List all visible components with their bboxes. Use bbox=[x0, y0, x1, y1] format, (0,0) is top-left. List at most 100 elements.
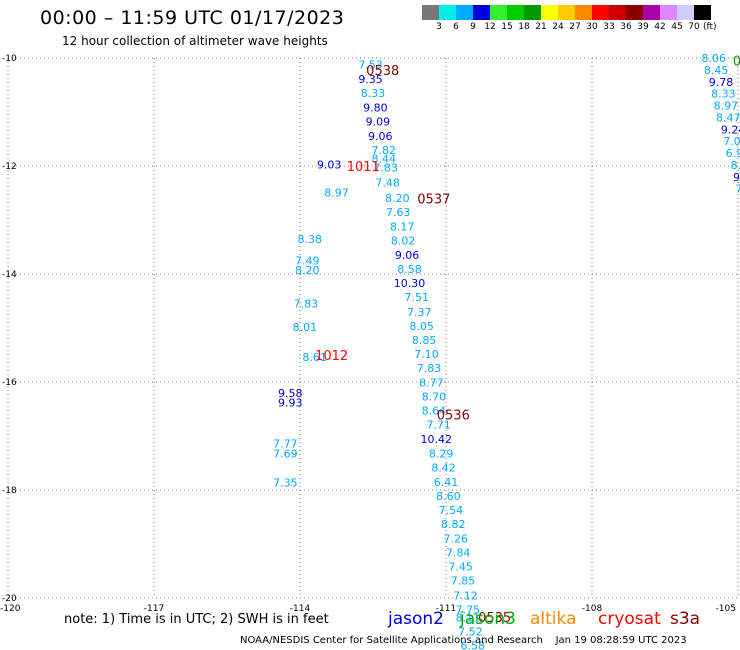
color-swatch bbox=[626, 5, 643, 20]
wave-height-label: 10.30 bbox=[394, 277, 426, 290]
color-tick-label: 24 bbox=[552, 22, 564, 32]
wave-height-label: 7.85 bbox=[451, 575, 476, 588]
wave-height-label: 8.47 bbox=[716, 111, 740, 124]
color-tick-label: 21 bbox=[535, 22, 547, 32]
pass-time-label: 1012 bbox=[315, 349, 348, 364]
lat-tick-label: -16 bbox=[2, 378, 17, 388]
wave-height-label: 7.82 bbox=[371, 144, 396, 157]
wave-height-label: 7.37 bbox=[407, 306, 432, 319]
wave-height-label: 8.85 bbox=[412, 334, 437, 347]
wave-height-label: 8.05 bbox=[409, 320, 434, 333]
wave-height-label: 9.80 bbox=[363, 102, 388, 115]
color-tick-label: 36 bbox=[620, 22, 632, 32]
pass-time-label: 0538 bbox=[366, 64, 399, 79]
wave-height-label: 7.84 bbox=[446, 547, 471, 560]
wave-height-label: 7.01 bbox=[723, 135, 740, 148]
wave-height-label: 8.06 bbox=[701, 52, 726, 65]
color-tick-label: 33 bbox=[603, 22, 615, 32]
pass-time-label: 1011 bbox=[347, 160, 380, 175]
lon-tick-label: -105 bbox=[716, 604, 736, 614]
lat-tick-label: -14 bbox=[2, 270, 17, 280]
wave-height-label: 10.42 bbox=[421, 433, 453, 446]
units-note: note: 1) Time is in UTC; 2) SWH is in fe… bbox=[64, 612, 329, 627]
pass-time-label: 011 bbox=[733, 55, 740, 70]
wave-height-label: 8.45 bbox=[704, 64, 729, 77]
wave-height-label: 7.51 bbox=[405, 291, 430, 304]
wave-height-label: 8.01 bbox=[293, 321, 318, 334]
color-swatch bbox=[660, 5, 677, 20]
wave-height-label: 6.41 bbox=[434, 476, 459, 489]
legend-s3a: s3a bbox=[670, 609, 701, 629]
color-swatch bbox=[473, 5, 490, 20]
wave-height-label: 7.26 bbox=[735, 183, 740, 196]
color-swatch bbox=[592, 5, 609, 20]
wave-height-label: 8.20 bbox=[385, 192, 410, 205]
lon-tick-label: -111 bbox=[436, 604, 456, 614]
lon-tick-label: -114 bbox=[290, 604, 311, 614]
color-tick-label: 27 bbox=[569, 22, 581, 32]
lon-tick-label: -120 bbox=[0, 604, 21, 614]
color-tick-label: 15 bbox=[501, 22, 513, 32]
wave-height-label: 9.06 bbox=[395, 249, 420, 262]
wave-height-label: 8.17 bbox=[390, 220, 415, 233]
wave-height-label: 7.63 bbox=[386, 206, 411, 219]
wave-height-label: 7.83 bbox=[417, 362, 442, 375]
wave-height-label: 9.24 bbox=[721, 123, 740, 136]
wave-height-label: 6.58 bbox=[461, 640, 486, 650]
lat-tick-label: -12 bbox=[2, 162, 17, 172]
color-tick-label: 6 bbox=[453, 22, 459, 32]
wave-height-label: 7.26 bbox=[443, 533, 468, 546]
wave-height-label: 8.82 bbox=[441, 518, 466, 531]
wave-height-label: 7.53 bbox=[358, 58, 383, 71]
wave-height-label: 8.58 bbox=[397, 263, 422, 276]
wave-height-label: 7.77 bbox=[273, 438, 298, 451]
wave-height-label: 8.97 bbox=[324, 186, 349, 199]
map-subtitle: 12 hour collection of altimeter wave hei… bbox=[62, 34, 328, 48]
wave-height-label: 9.96 bbox=[733, 171, 740, 184]
color-tick-label: 9 bbox=[470, 22, 476, 32]
wave-height-label: 7.52 bbox=[458, 625, 483, 638]
lon-tick-label: -108 bbox=[582, 604, 603, 614]
wave-height-label: 8.38 bbox=[297, 233, 322, 246]
wave-height-label: 8.70 bbox=[422, 391, 447, 404]
color-swatch bbox=[677, 5, 694, 20]
pass-time-label: 0537 bbox=[417, 192, 450, 207]
wave-height-label: 7.35 bbox=[273, 476, 298, 489]
color-tick-label: 42 bbox=[654, 22, 666, 32]
wave-height-label: 7.83 bbox=[373, 162, 398, 175]
legend-jason3: jason3 bbox=[460, 609, 516, 629]
color-swatch bbox=[609, 5, 626, 20]
wave-height-label: 8.33 bbox=[361, 87, 386, 100]
color-tick-label: 30 bbox=[586, 22, 598, 32]
color-swatch bbox=[575, 5, 592, 20]
wave-height-label: 8.11 bbox=[456, 611, 481, 624]
credit-line: NOAA/NESDIS Center for Satellite Applica… bbox=[240, 635, 687, 646]
lat-tick-label: -18 bbox=[2, 486, 17, 496]
map-title: 00:00 – 11:59 UTC 01/17/2023 bbox=[40, 7, 345, 29]
color-swatch bbox=[524, 5, 541, 20]
wave-height-label: 7.71 bbox=[426, 419, 451, 432]
wave-height-label: 8.33 bbox=[711, 88, 736, 101]
color-swatch bbox=[456, 5, 473, 20]
color-swatch bbox=[541, 5, 558, 20]
lat-tick-label: -10 bbox=[2, 54, 17, 64]
legend-jason2: jason2 bbox=[388, 609, 444, 629]
wave-height-label: 8.42 bbox=[431, 461, 456, 474]
wave-height-label: 9.09 bbox=[366, 116, 391, 129]
wave-height-label: 9.93 bbox=[278, 397, 303, 410]
wave-height-label: 9.35 bbox=[358, 73, 383, 86]
wave-height-label: 8.64 bbox=[422, 405, 447, 418]
wave-height-label: 9.06 bbox=[368, 130, 393, 143]
wave-height-label: 7.83 bbox=[294, 298, 319, 311]
color-tick-label: 39 bbox=[637, 22, 649, 32]
pass-time-label: 0536 bbox=[437, 408, 470, 423]
color-swatch bbox=[694, 5, 711, 20]
wave-height-label: 7.12 bbox=[453, 589, 478, 602]
lon-tick-label: -117 bbox=[144, 604, 164, 614]
wave-height-label: 8.20 bbox=[295, 264, 320, 277]
pass-time-label: 0535 bbox=[478, 611, 511, 626]
wave-height-label: 8.02 bbox=[391, 235, 416, 248]
wave-height-label: 7.49 bbox=[295, 255, 320, 268]
wave-height-label: 8.44 bbox=[371, 152, 396, 165]
